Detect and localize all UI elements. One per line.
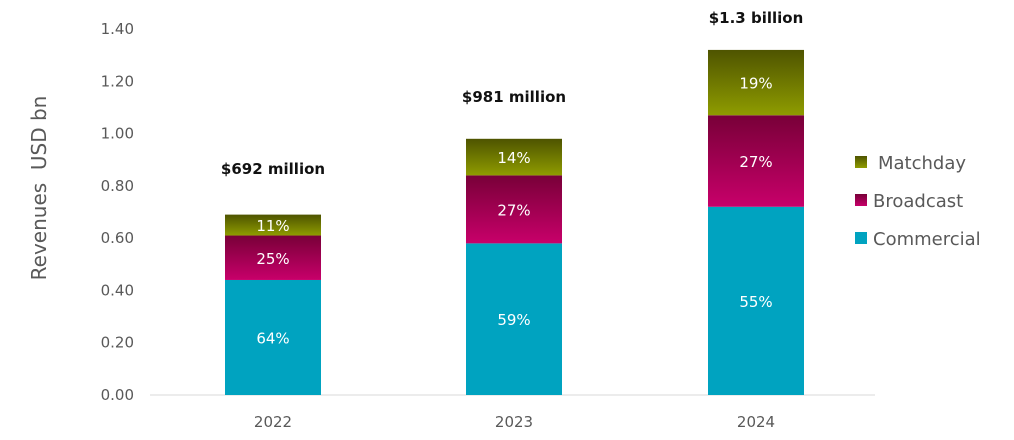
segment-data-label: 64% [256,329,289,347]
x-tick-label: 2024 [737,413,775,431]
y-tick-label: 0.80 [101,177,134,195]
legend-label: Commercial [873,229,981,250]
segment-data-label: 14% [497,149,530,167]
legend-swatch [855,232,867,244]
total-label: $981 million [462,88,566,106]
total-label: $692 million [221,160,325,178]
y-tick-label: 0.60 [101,229,134,247]
bar-segment-broadcast [466,175,562,244]
y-tick-label: 1.20 [101,72,134,90]
y-tick-label: 1.00 [101,125,134,143]
segment-data-label: 59% [497,311,530,329]
x-tick-label: 2023 [495,413,533,431]
bar-segment-commercial [708,206,804,395]
y-tick-label: 0.20 [101,334,134,352]
bar-segment-matchday [466,138,562,176]
segment-data-label: 27% [739,153,772,171]
legend-item-commercial: Commercial [855,229,981,250]
segment-data-label: 55% [739,293,772,311]
x-tick-label: 2022 [254,413,292,431]
y-tick-label: 1.40 [101,20,134,38]
segment-data-label: 27% [497,201,530,219]
legend-swatch [855,194,867,206]
bar-segment-broadcast [708,115,804,207]
legend-label: Broadcast [873,191,963,212]
segment-data-label: 19% [739,75,772,93]
bar-segment-broadcast [225,235,321,280]
segment-data-label: 25% [256,250,289,268]
y-axis-label: Revenues USD bn [27,96,51,281]
y-tick-label: 0.40 [101,281,134,299]
legend-swatch [855,156,867,168]
y-tick-label: 0.00 [101,386,134,404]
bar-segment-matchday [708,49,804,116]
legend-item-broadcast: Broadcast [855,191,963,212]
legend-item-matchday: Matchday [855,153,966,174]
bar-segment-matchday [225,214,321,236]
segment-data-label: 11% [256,217,289,235]
legend-label: Matchday [878,153,966,174]
bar-segment-commercial [225,279,321,395]
bar-segment-commercial [466,243,562,395]
total-label: $1.3 billion [709,9,804,27]
